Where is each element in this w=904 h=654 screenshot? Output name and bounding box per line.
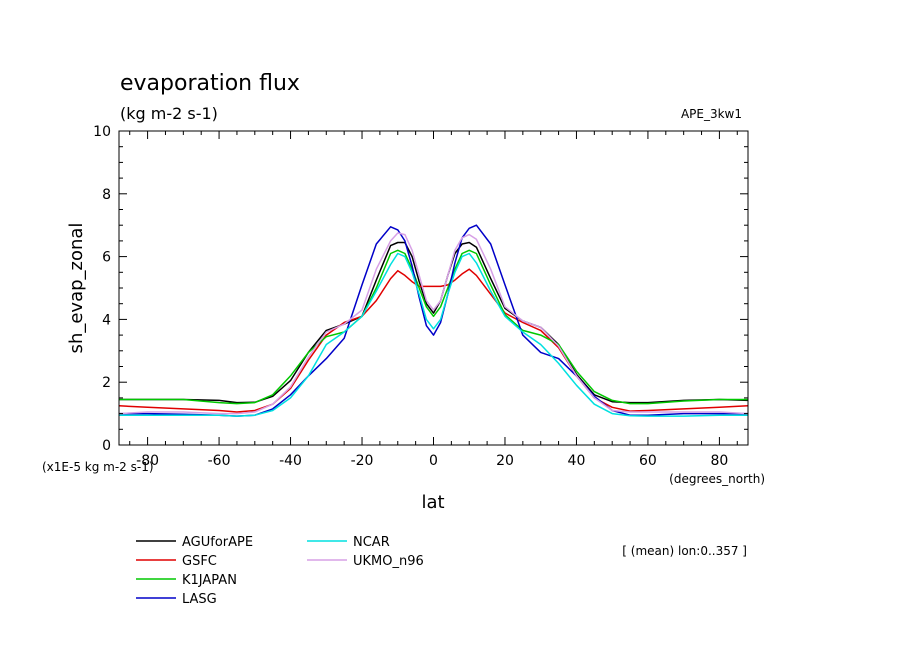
y-tick-label: 0 xyxy=(102,438,111,454)
y-tick-label: 2 xyxy=(102,375,111,391)
x-tick-label: -60 xyxy=(208,453,231,469)
y-tick-label: 6 xyxy=(102,250,111,266)
x-tick-label: 0 xyxy=(429,453,438,469)
experiment-label: APE_3kw1 xyxy=(681,107,742,121)
legend-label-k1japan: K1JAPAN xyxy=(182,573,237,588)
legend-label-ukmo-n96: UKMO_n96 xyxy=(353,554,424,569)
x-axis-label: lat xyxy=(421,492,444,513)
x-tick-label: -40 xyxy=(279,453,302,469)
ticks-layer xyxy=(119,130,748,446)
series-layer xyxy=(118,224,749,417)
x-tick-label: -80 xyxy=(136,453,159,469)
series-line-ncar xyxy=(119,252,748,417)
series-line-ukmo-n96 xyxy=(118,232,749,415)
x-tick-label: 40 xyxy=(568,453,586,469)
plot-frame xyxy=(118,130,749,446)
tick-label-layer: -80 -60 -40 -20 0 20 40 60 80 0 2 4 6 8 10 xyxy=(93,124,728,469)
series-line-gsfc xyxy=(118,268,749,413)
chart-title: evaporation flux xyxy=(120,71,300,96)
x-tick-label: -20 xyxy=(351,453,374,469)
legend-label-lasg: LASG xyxy=(182,592,217,607)
legend: AGUforAPE GSFC K1JAPAN LASG NCAR UKMO_n96 xyxy=(136,535,424,607)
series-line-lasg xyxy=(119,224,748,417)
x-tick-label: 20 xyxy=(496,453,514,469)
legend-label-ncar: NCAR xyxy=(353,535,390,550)
y-tick-label: 10 xyxy=(93,124,111,140)
legend-label-gsfc: GSFC xyxy=(182,554,217,569)
mean-note: [ (mean) lon:0..357 ] xyxy=(622,544,747,558)
x-tick-label: 60 xyxy=(639,453,657,469)
y-axis-label: sh_evap_zonal xyxy=(66,223,87,354)
chart-units: (kg m-2 s-1) xyxy=(120,104,218,123)
series-line-aguforape xyxy=(119,241,749,404)
scale-note: (x1E-5 kg m-2 s-1) xyxy=(42,460,154,474)
y-tick-label: 4 xyxy=(102,312,111,328)
x-tick-label: 80 xyxy=(710,453,728,469)
series-line-k1japan xyxy=(119,249,748,405)
x-units-note: (degrees_north) xyxy=(669,472,765,486)
legend-label-aguforape: AGUforAPE xyxy=(182,535,253,550)
y-tick-label: 8 xyxy=(102,187,111,203)
